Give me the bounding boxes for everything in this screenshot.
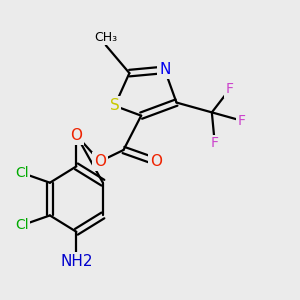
Text: Cl: Cl bbox=[15, 218, 29, 232]
Text: CH₃: CH₃ bbox=[94, 31, 117, 44]
Text: O: O bbox=[70, 128, 83, 143]
Text: N: N bbox=[159, 62, 170, 77]
Text: F: F bbox=[237, 114, 245, 128]
Text: Cl: Cl bbox=[15, 166, 29, 180]
Text: F: F bbox=[226, 82, 233, 97]
Text: O: O bbox=[150, 154, 162, 169]
Text: NH2: NH2 bbox=[60, 254, 93, 269]
Text: S: S bbox=[110, 98, 119, 113]
Text: O: O bbox=[94, 154, 106, 169]
Text: F: F bbox=[211, 136, 219, 151]
